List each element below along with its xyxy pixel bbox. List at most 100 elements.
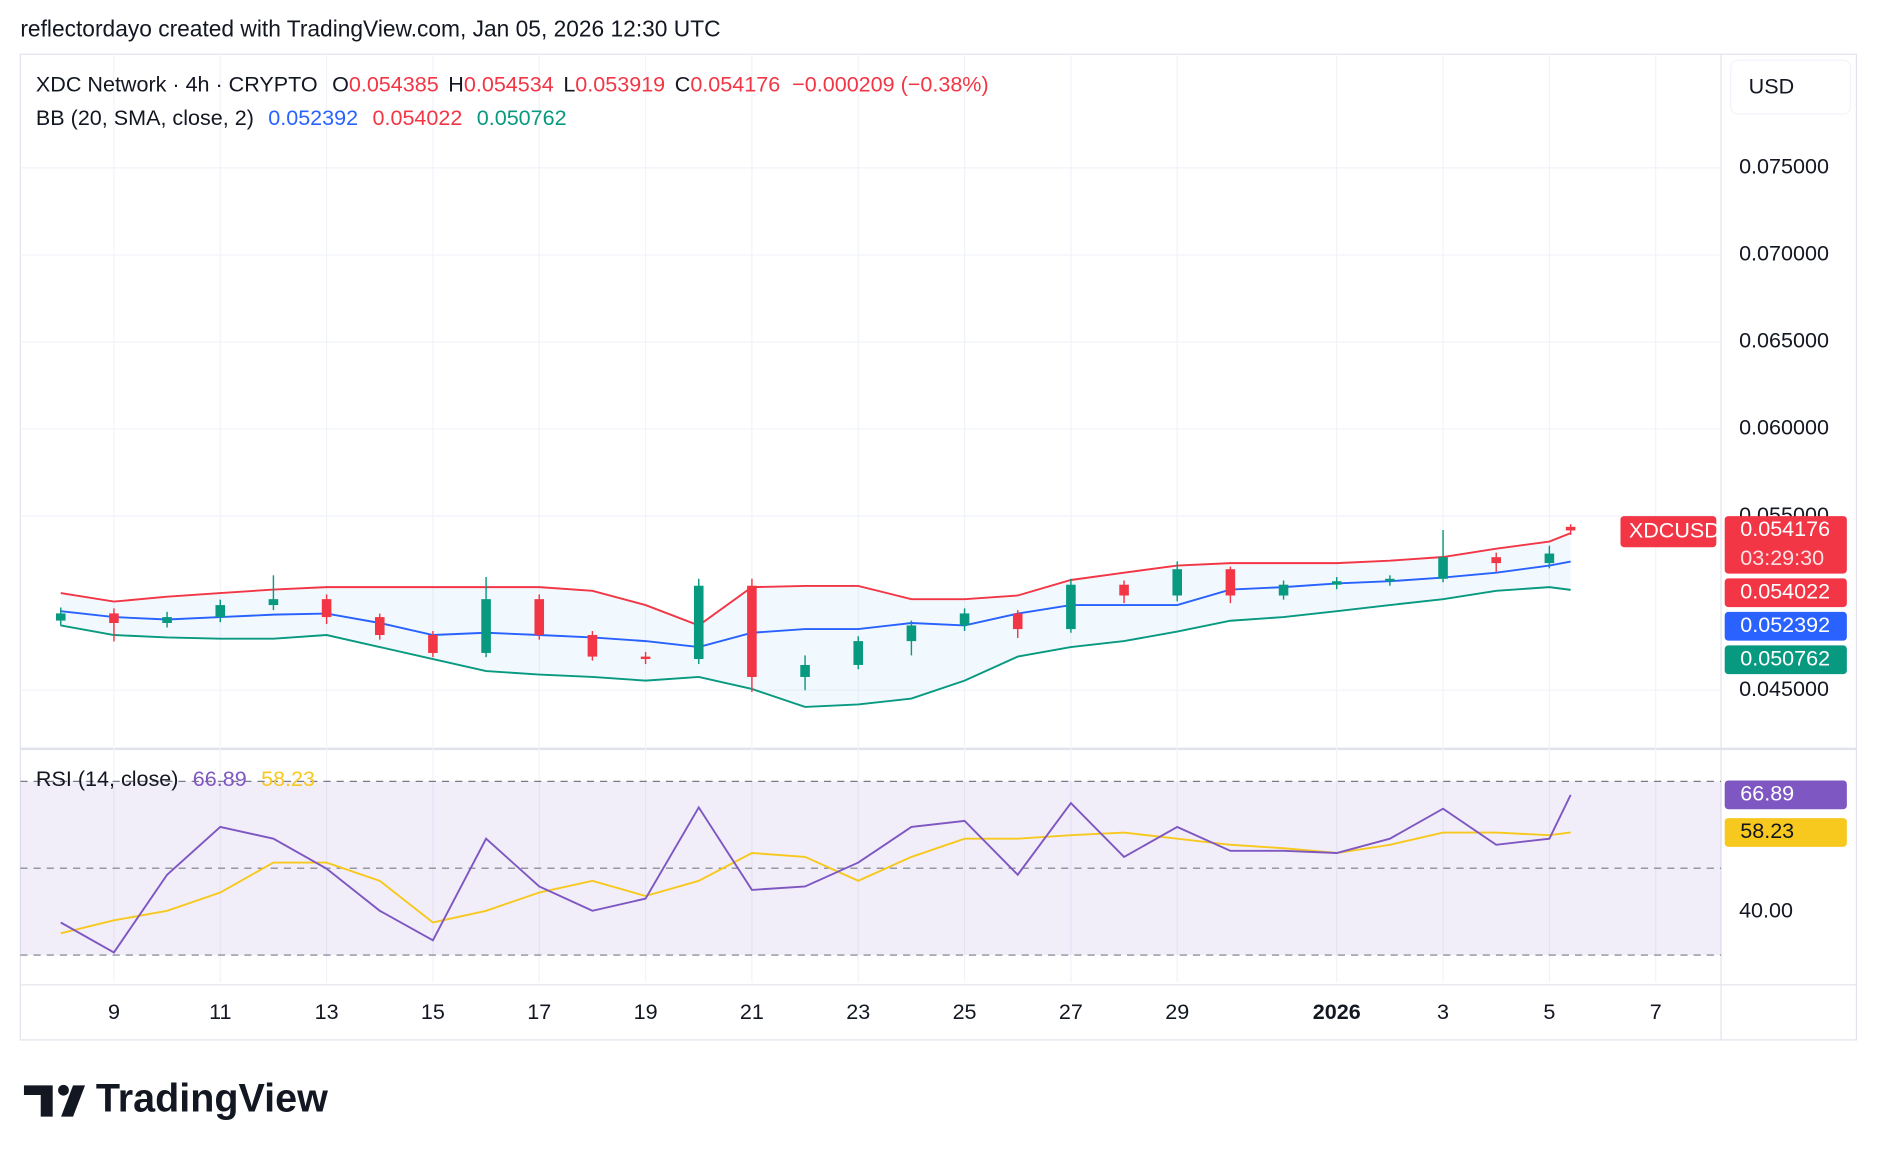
candle-body	[1565, 526, 1576, 531]
rsi-price: 58.23	[1740, 818, 1794, 843]
ohlc-value: 0.054385	[349, 71, 439, 96]
candle-body	[109, 613, 119, 624]
y-tick-label: 40.00	[1739, 897, 1793, 922]
logo-text: TradingView	[96, 1076, 328, 1120]
indicator-legend: BB (20, SMA, close, 2) 0.052392 0.054022 0.…	[36, 105, 567, 130]
rsi-legend: RSI (14, close) 66.89 58.23	[36, 766, 315, 791]
logo-mark	[23, 1085, 53, 1117]
x-tick-label: 3	[1437, 999, 1449, 1024]
candle-body	[906, 625, 917, 642]
x-tick-label: 21	[740, 999, 764, 1024]
rsi-line	[60, 794, 1572, 954]
candle-body	[1491, 557, 1502, 564]
indicator-value: 0.054022	[373, 105, 463, 130]
rsi-price-box	[1724, 780, 1847, 810]
candle-body	[374, 617, 385, 636]
symbol-tag-box	[1620, 516, 1717, 548]
legend: XDC Network · 4h · CRYPTO O0.054385 H0.054…	[36, 71, 989, 96]
candle-body	[1331, 581, 1342, 585]
candle-body	[1225, 569, 1236, 596]
indicator-price: 0.052392	[1740, 612, 1830, 637]
x-tick-label: 17	[527, 999, 551, 1024]
ohlc-value: 0.053919	[575, 71, 665, 96]
candle-body	[215, 605, 226, 618]
x-tick-label: 19	[634, 999, 658, 1024]
ohlc-label: H	[448, 71, 464, 96]
indicator-value: 0.050762	[477, 105, 567, 130]
candle-body	[853, 641, 864, 665]
legend-title: XDC Network · 4h · CRYPTO	[36, 71, 318, 96]
indicator-price: 0.054022	[1740, 578, 1830, 603]
x-tick-label: 29	[1165, 999, 1189, 1024]
indicator-price-box	[1724, 578, 1847, 608]
rsi-value: 58.23	[261, 766, 315, 791]
x-tick-label: 13	[315, 999, 339, 1024]
y-tick-label: 0.075000	[1739, 154, 1829, 179]
change: −0.000209 (−0.38%)	[792, 71, 988, 96]
x-tick-label: 27	[1059, 999, 1083, 1024]
grid	[20, 54, 1722, 983]
candle-body	[1385, 578, 1395, 582]
rsi-title: RSI (14, close)	[36, 766, 179, 791]
ohlc-value: 0.054534	[464, 71, 554, 96]
bb-line	[60, 560, 1571, 648]
chart-frame	[19, 53, 1858, 1041]
ohlc-label: L	[563, 71, 575, 96]
y-tick-label: 0.070000	[1739, 241, 1829, 266]
x-tick-label: 5	[1543, 999, 1555, 1024]
candle-body	[1172, 569, 1183, 596]
rsi-value: 66.89	[193, 766, 247, 791]
countdown: 03:29:30	[1740, 545, 1824, 570]
candle-body	[747, 585, 757, 677]
candle-body	[640, 656, 651, 660]
currency-button[interactable]	[1730, 59, 1852, 115]
logo: TradingView	[23, 1076, 328, 1120]
candle-body	[162, 617, 172, 624]
x-tick-label: 7	[1650, 999, 1662, 1024]
candle-body	[1012, 613, 1023, 630]
bb-line	[60, 586, 1571, 708]
candle-body	[1066, 584, 1076, 630]
x-tick-label: 25	[953, 999, 977, 1024]
y-tick-label: 0.045000	[1739, 676, 1829, 701]
y-tick-label: 0.065000	[1739, 328, 1829, 353]
candle-body	[693, 585, 704, 660]
candle-body	[800, 664, 810, 677]
candle-body	[428, 635, 438, 653]
candle-body	[481, 599, 491, 653]
candle-body	[321, 599, 332, 618]
indicator-price: 0.050762	[1740, 645, 1830, 670]
rsi-price: 66.89	[1740, 781, 1794, 806]
currency[interactable]: USD	[1749, 73, 1795, 98]
last-price-box	[1724, 516, 1847, 574]
x-tick-label: 9	[108, 999, 120, 1024]
candle-body	[959, 613, 970, 626]
last-price: 0.054176	[1740, 516, 1830, 541]
bb-fill	[60, 533, 1571, 707]
rsi-price-box	[1724, 818, 1847, 847]
x-tick-label: 15	[421, 999, 445, 1024]
x-tick-label: 11	[209, 999, 231, 1024]
x-tick-label: 23	[846, 999, 870, 1024]
indicator-value: 0.052392	[268, 105, 358, 130]
indicator-price-box	[1724, 645, 1847, 675]
candle-body	[55, 613, 66, 621]
symbol-tag: XDCUSD	[1629, 517, 1720, 542]
candle-body	[268, 599, 279, 606]
ohlc-value: 0.054176	[690, 71, 780, 96]
logo-slash	[61, 1085, 86, 1117]
indicator-price-box	[1724, 611, 1847, 641]
y-tick-label: 0.060000	[1739, 415, 1829, 440]
candle-body	[1544, 553, 1555, 564]
attribution: reflectordayo created with TradingView.c…	[20, 15, 720, 41]
ohlc-label: O	[332, 71, 349, 96]
bb-line	[60, 532, 1571, 627]
indicator-name: BB (20, SMA, close, 2)	[36, 105, 254, 130]
candle-body	[1438, 557, 1448, 579]
candle-body	[534, 599, 545, 636]
candle-body	[587, 635, 598, 657]
candle-body	[1278, 584, 1289, 596]
